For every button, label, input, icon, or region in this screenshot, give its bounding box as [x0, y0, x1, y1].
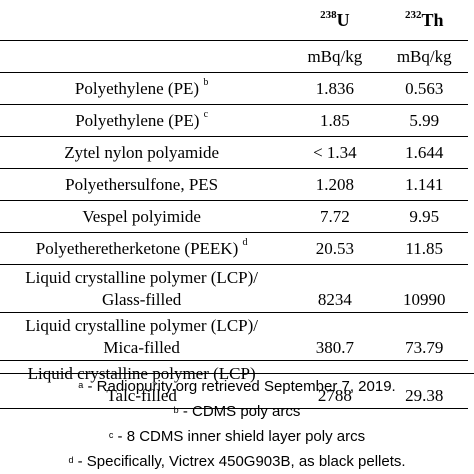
material-cell: Polyethylene (PE) b — [0, 72, 290, 105]
material-cell: Vespel polyimide — [0, 200, 290, 233]
footnote-mark: b — [203, 76, 209, 88]
footnote: a - Radiopurity.org retrieved September … — [0, 374, 474, 399]
material-name-line1: Liquid crystalline polymer (LCP)/ — [25, 267, 258, 287]
material-name: Zytel nylon polyamide — [64, 142, 220, 162]
isotope-symbol: Th — [421, 9, 444, 30]
footnote-mark: d — [68, 455, 74, 465]
th232-value: 1.644 — [380, 136, 468, 169]
material-cell: Zytel nylon polyamide — [0, 136, 290, 169]
th232-value: 5.99 — [380, 104, 468, 137]
material-cell: Liquid crystalline polymer (LCP)/Glass-f… — [0, 264, 290, 313]
u238-value: 380.7 — [289, 312, 381, 361]
table-row: Liquid crystalline polymer (LCP)/Mica-fi… — [0, 312, 468, 361]
isotope-header-row: 238U 232Th — [0, 0, 468, 41]
u238-value: 1.836 — [289, 72, 381, 105]
unit-u238: mBq/kg — [289, 40, 381, 73]
table-row: Vespel polyimide 7.72 9.95 — [0, 200, 468, 233]
footnote-mark: b — [173, 405, 179, 415]
material-name: Polyethersulfone, PES — [65, 174, 219, 194]
material-name: Polyethylene (PE) — [74, 78, 200, 98]
table-row: Polyethylene (PE) b 1.836 0.563 — [0, 72, 468, 105]
material-cell: Liquid crystalline polymer (LCP)/Mica-fi… — [0, 312, 290, 361]
th232-value: 73.79 — [380, 312, 468, 361]
table-row: Polyethylene (PE) c 1.85 5.99 — [0, 104, 468, 137]
isotope-mass: 238 — [320, 8, 337, 21]
material-cell: Liquid crystalline polymer (LCP) Talc-fil… — [0, 360, 290, 409]
table-row: Polyethersulfone, PES 1.208 1.141 — [0, 168, 468, 201]
th232-value: 0.563 — [380, 72, 468, 105]
material-name-line1: Liquid crystalline polymer (LCP)/ — [25, 315, 258, 335]
u238-value: 20.53 — [289, 232, 381, 265]
material-cell: Polyethersulfone, PES — [0, 168, 290, 201]
footnote-text: - Specifically, Victrex 450G903B, as bla… — [73, 453, 406, 470]
footnote: d - Specifically, Victrex 450G903B, as b… — [0, 449, 474, 474]
th232-value: 1.141 — [380, 168, 468, 201]
isotope-th232-header: 232Th — [380, 0, 468, 41]
material-name: Polyethylene (PE) — [75, 110, 200, 130]
material-name-line2: Glass-filled — [101, 289, 182, 309]
u238-value: 1.208 — [289, 168, 381, 201]
units-row: mBq/kg mBq/kg — [0, 40, 468, 73]
footnote-mark: c — [203, 108, 209, 120]
isotope-u238-header: 238U — [289, 0, 381, 41]
header-material-cell — [0, 0, 290, 41]
u238-value: < 1.34 — [289, 136, 381, 169]
table-row: Liquid crystalline polymer (LCP)/Glass-f… — [0, 264, 468, 313]
footnote-mark: c — [108, 430, 114, 440]
th232-value: 11.85 — [380, 232, 468, 265]
table-row: Liquid crystalline polymer (LCP) Talc-fil… — [0, 360, 468, 409]
th232-value: 29.38 — [380, 360, 468, 409]
footnote-text: - 8 CDMS inner shield layer poly arcs — [113, 428, 366, 445]
footnote-mark: d — [242, 236, 248, 248]
th232-value: 10990 — [380, 264, 468, 313]
material-name: Vespel polyimide — [82, 206, 201, 226]
th232-value: 9.95 — [380, 200, 468, 233]
radiopurity-table: 238U 232Th mBq/kg mBq/kg Polyethylene (P… — [0, 0, 468, 409]
unit-th232: mBq/kg — [380, 40, 468, 73]
footnote: b - CDMS poly arcs — [0, 399, 474, 424]
footnote-mark: a — [78, 380, 84, 390]
isotope-mass: 232 — [404, 8, 422, 21]
u238-value: 2788 — [289, 360, 381, 409]
material-name-line2: Mica-filled — [103, 337, 180, 357]
footnotes: a - Radiopurity.org retrieved September … — [0, 373, 474, 474]
table-row: Zytel nylon polyamide < 1.34 1.644 — [0, 136, 468, 169]
material-name: Polyetheretherketone (PEEK) — [35, 238, 239, 258]
u238-value: 1.85 — [289, 104, 381, 137]
material-name-line2: Talc-filled — [106, 385, 177, 405]
units-material-cell — [0, 40, 290, 73]
material-cell: Polyetheretherketone (PEEK) d — [0, 232, 290, 265]
u238-value: 7.72 — [289, 200, 381, 233]
footnote: c - 8 CDMS inner shield layer poly arcs — [0, 424, 474, 449]
footnote-text: - CDMS poly arcs — [178, 403, 301, 420]
u238-value: 8234 — [289, 264, 381, 313]
material-cell: Polyethylene (PE) c — [0, 104, 290, 137]
footnote-text: - Radiopurity.org retrieved September 7,… — [83, 378, 396, 395]
table-row: Polyetheretherketone (PEEK) d 20.53 11.8… — [0, 232, 468, 265]
isotope-symbol: U — [336, 9, 350, 30]
